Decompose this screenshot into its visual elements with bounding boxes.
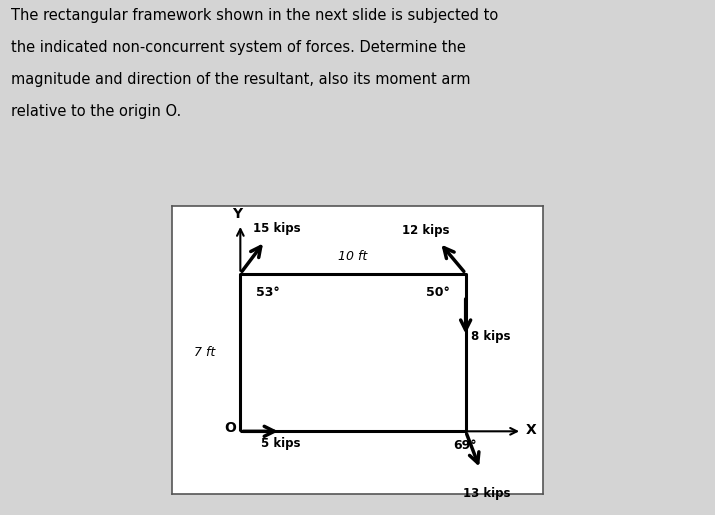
Text: magnitude and direction of the resultant, also its moment arm: magnitude and direction of the resultant… — [11, 72, 470, 87]
Text: 7 ft: 7 ft — [194, 346, 215, 359]
Text: the indicated non-concurrent system of forces. Determine the: the indicated non-concurrent system of f… — [11, 40, 465, 55]
Text: 15 kips: 15 kips — [253, 222, 301, 235]
Text: O: O — [224, 421, 236, 435]
Text: 10 ft: 10 ft — [338, 250, 368, 264]
Text: 13 kips: 13 kips — [463, 488, 511, 501]
Text: 12 kips: 12 kips — [403, 224, 450, 236]
Text: 50°: 50° — [426, 286, 450, 299]
Text: relative to the origin O.: relative to the origin O. — [11, 104, 181, 118]
Text: 8 kips: 8 kips — [470, 330, 511, 343]
Text: 53°: 53° — [256, 286, 280, 299]
Text: X: X — [526, 423, 536, 437]
Text: Y: Y — [232, 207, 242, 220]
Text: 69°: 69° — [453, 439, 477, 452]
Text: The rectangular framework shown in the next slide is subjected to: The rectangular framework shown in the n… — [11, 8, 498, 23]
Text: 5 kips: 5 kips — [261, 437, 300, 450]
